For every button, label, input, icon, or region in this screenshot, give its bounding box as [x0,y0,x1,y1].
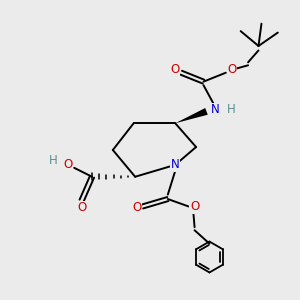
Text: O: O [77,202,86,214]
Text: H: H [227,103,236,116]
Polygon shape [175,108,208,123]
Text: O: O [64,158,73,171]
Text: O: O [132,202,141,214]
Text: N: N [211,103,220,116]
Text: O: O [170,63,179,76]
Text: O: O [190,200,199,213]
Text: N: N [171,158,180,171]
Text: H: H [49,154,58,167]
Text: O: O [227,63,236,76]
